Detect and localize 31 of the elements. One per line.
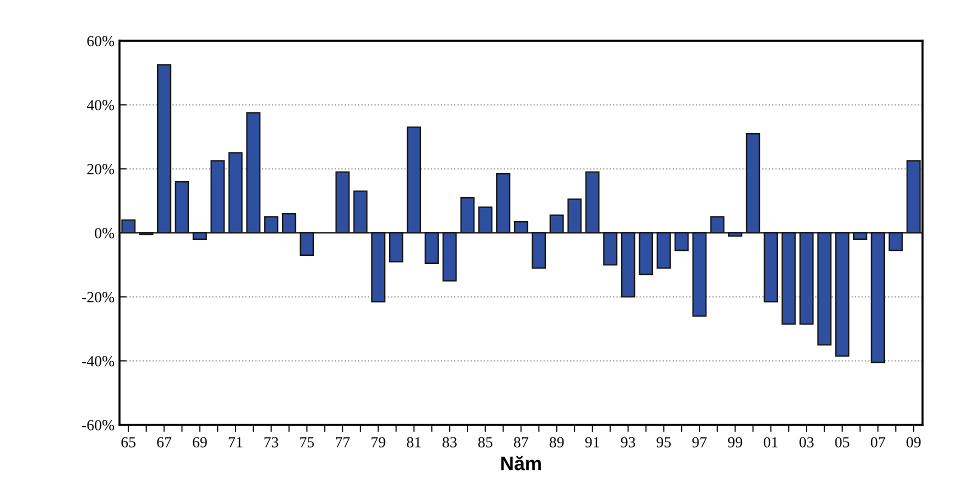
x-tick-label: 65: [121, 437, 136, 448]
x-tick-label: 07: [870, 437, 886, 448]
y-tick-label: -40%: [82, 356, 114, 366]
x-tick-label: 09: [906, 437, 921, 448]
y-tick-label: 20%: [87, 164, 114, 174]
y-tick-label: -20%: [82, 292, 114, 302]
x-tick-label: 91: [585, 437, 600, 448]
x-tick-label: 79: [372, 437, 386, 448]
x-tick-label: 69: [192, 437, 207, 448]
x-tick-label: 67: [157, 437, 172, 448]
x-tick-label: 95: [656, 437, 671, 448]
x-tick-label: 93: [620, 437, 636, 448]
y-tick-label: 0%: [94, 228, 114, 238]
x-tick-label: 97: [692, 437, 707, 448]
x-tick-label: 99: [728, 437, 742, 448]
x-tick-label: 85: [478, 437, 492, 448]
x-tick-label: 83: [442, 437, 457, 448]
x-tick-label: 73: [264, 437, 278, 448]
x-tick-label: 87: [514, 437, 528, 448]
x-tick-label: 05: [835, 437, 850, 448]
x-tick-label: 75: [300, 437, 314, 448]
x-tick-label: 03: [799, 437, 814, 448]
y-tick-label: 60%: [87, 36, 114, 46]
y-tick-label: 40%: [86, 100, 114, 110]
x-tick-label: 89: [550, 437, 564, 448]
x-tick-label: 77: [336, 437, 350, 448]
x-tick-label: 01: [764, 437, 778, 448]
x-axis-title: Năm: [501, 456, 541, 470]
x-tick-label: 71: [228, 437, 242, 448]
y-tick-label: -60%: [82, 420, 114, 430]
x-tick-label: 81: [406, 437, 421, 448]
